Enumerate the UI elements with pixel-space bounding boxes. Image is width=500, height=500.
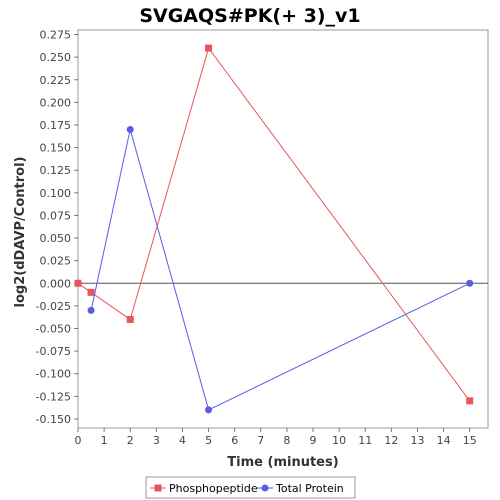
x-tick-label: 3	[153, 434, 160, 447]
x-axis-label: Time (minutes)	[227, 455, 338, 470]
legend-label-1: Phosphopeptide	[169, 482, 258, 495]
y-axis: -0.150 -0.125 -0.100 -0.075 -0.050 -0.025 0.00…	[36, 29, 78, 426]
y-tick-label: -0.075	[36, 345, 71, 358]
y-axis-label: log2(dDAVP/Control)	[13, 157, 28, 308]
x-tick-label: 0	[75, 434, 82, 447]
x-tick-label: 10	[332, 434, 346, 447]
y-tick-label: -0.025	[36, 300, 71, 313]
y-tick-label: 0.225	[40, 74, 72, 87]
x-tick-label: 5	[205, 434, 212, 447]
legend-marker-2	[261, 484, 269, 492]
legend: Phosphopeptide Total Protein	[145, 476, 356, 499]
series-1-point	[466, 397, 474, 405]
y-tick-label: 0.100	[40, 187, 72, 200]
x-tick-label: 15	[463, 434, 477, 447]
x-tick-label: 13	[410, 434, 424, 447]
y-tick-label: 0.025	[40, 255, 72, 268]
y-tick-label: 0.200	[40, 96, 72, 109]
y-tick-label: -0.050	[36, 323, 71, 336]
series-1-point	[205, 44, 213, 52]
y-tick-label: 0.050	[40, 232, 72, 245]
series-1-point	[126, 315, 134, 323]
y-tick-label: 0.075	[40, 209, 72, 222]
series-line-2	[90, 129, 470, 411]
x-tick-label: 14	[437, 434, 451, 447]
series-2-point	[126, 126, 134, 133]
x-tick-label: 11	[358, 434, 372, 447]
y-tick-label: 0.125	[40, 164, 72, 177]
x-tick-label: 6	[231, 434, 238, 447]
x-tick-label: 4	[179, 434, 186, 447]
series-2-point	[87, 306, 95, 314]
series-2-point	[466, 279, 474, 287]
y-tick-label: 0.175	[40, 119, 72, 132]
x-tick-label: 1	[101, 434, 108, 447]
y-tick-label: -0.150	[36, 413, 71, 426]
x-axis: 0 1 2 3 4 5 6 7 8 9 10 11 12 13 14 15	[75, 428, 477, 447]
series-2-point	[205, 406, 213, 414]
legend-box	[145, 476, 356, 499]
y-tick-label: 0.150	[40, 142, 72, 155]
legend-marker-1	[154, 484, 162, 492]
x-tick-label: 2	[127, 434, 134, 447]
y-tick-label: -0.125	[36, 390, 71, 403]
series-group	[74, 44, 474, 414]
plot-area	[77, 29, 489, 429]
x-tick-label: 9	[310, 434, 317, 447]
series-1-point	[74, 279, 82, 287]
x-tick-label: 8	[283, 434, 290, 447]
y-tick-label: 0.250	[40, 51, 72, 64]
legend-label-2: Total Protein	[275, 482, 344, 495]
y-tick-label: 0.275	[40, 29, 72, 42]
series-1-point	[87, 288, 95, 296]
y-tick-label: -0.100	[36, 368, 71, 381]
chart-title: SVGAQS#PK(+ 3)_v1	[139, 5, 360, 27]
x-tick-label: 12	[384, 434, 398, 447]
y-tick-label: 0.000	[40, 277, 72, 290]
x-tick-label: 7	[257, 434, 264, 447]
